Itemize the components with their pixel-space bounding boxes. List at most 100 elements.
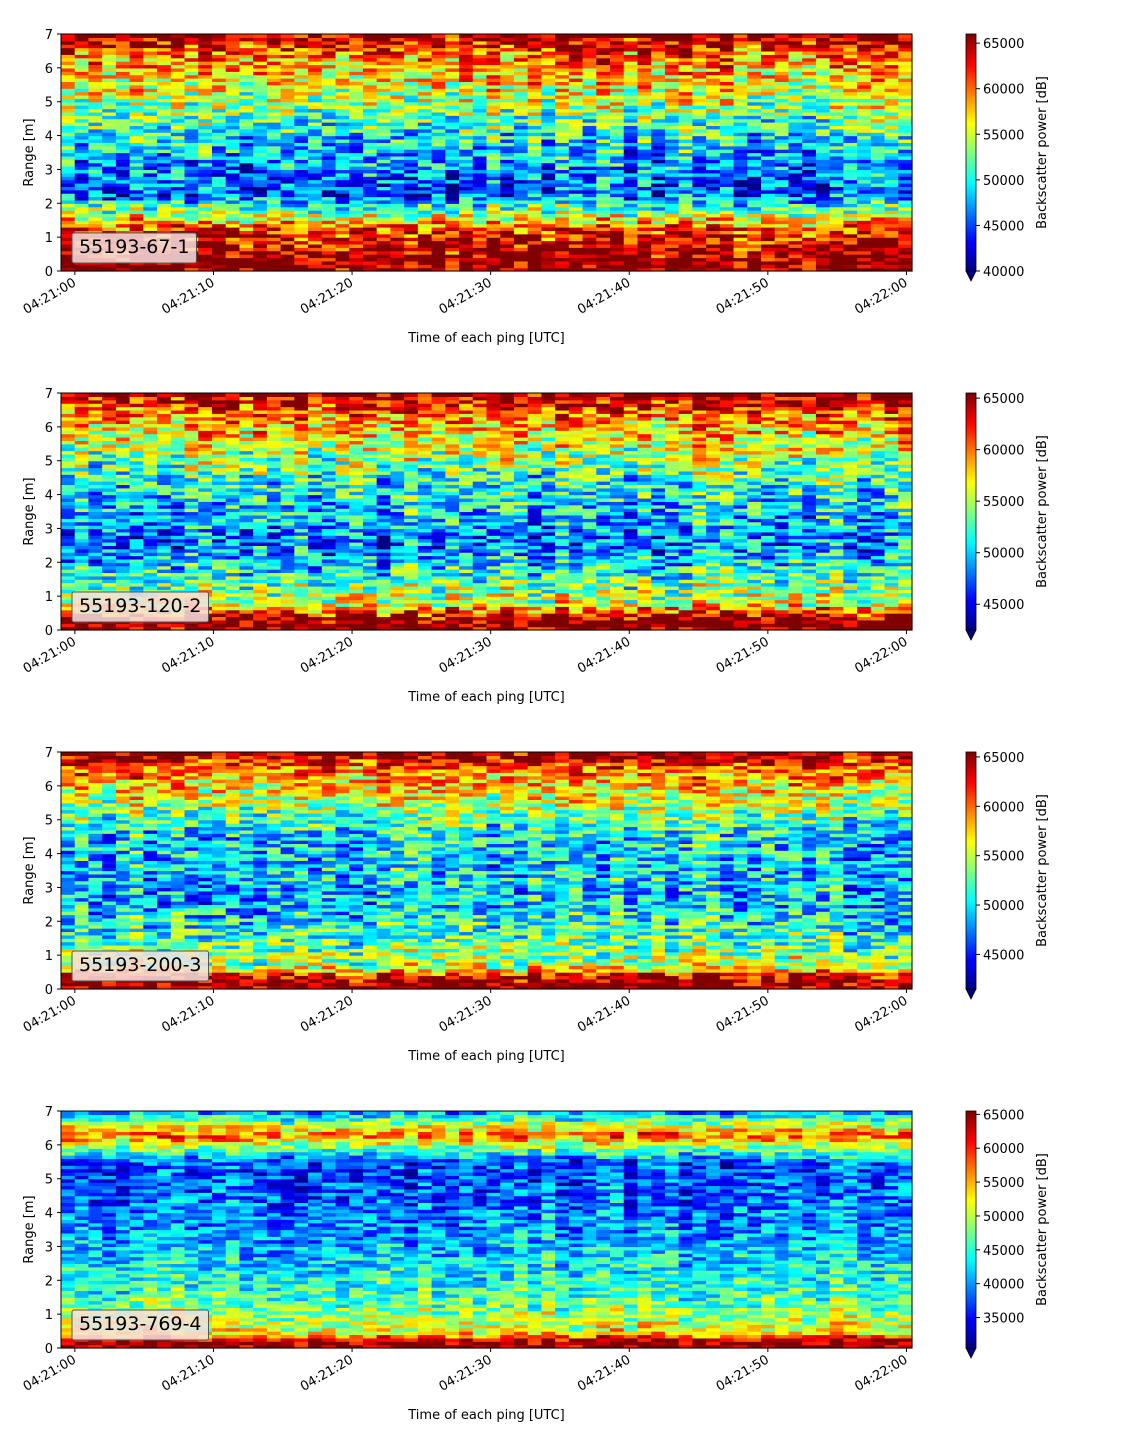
heatmap-cell [376,115,392,120]
heatmap-cell [294,78,309,82]
heatmap-cell [500,57,515,62]
heatmap-cell [829,128,844,133]
heatmap-cell [555,162,570,167]
heatmap-cell [280,243,295,248]
heatmap-cell [898,193,913,198]
heatmap-cell [445,172,460,177]
heatmap-cell [102,575,117,580]
heatmap-cell [541,159,556,164]
heatmap-cell [843,67,858,72]
heatmap-cell [157,61,172,66]
heatmap-cell [335,179,350,184]
heatmap-cell [555,159,570,164]
heatmap-cell [472,128,488,133]
heatmap-cell [857,260,872,265]
heatmap-cell [129,142,144,147]
heatmap-cell [486,230,501,235]
heatmap-cell [404,260,419,265]
heatmap-cell [129,179,144,184]
heatmap-cell [431,210,446,215]
heatmap-cell [472,118,488,123]
heatmap-cell [472,203,488,208]
heatmap-cell [239,210,254,215]
heatmap-cell [61,149,76,154]
heatmap-cell [513,115,529,120]
heatmap-cell [129,135,144,140]
heatmap-cell [513,91,529,96]
heatmap-cell [280,128,295,133]
heatmap-cell [102,416,117,421]
heatmap-cell [664,40,680,45]
heatmap-cell [610,250,625,255]
heatmap-cell [788,176,803,181]
heatmap-cell [678,101,693,106]
heatmap-cell [157,138,172,143]
heatmap-cell [211,84,227,89]
heatmap-cell [719,149,735,154]
heatmap-cell [129,84,144,89]
heatmap-cell [225,237,241,242]
heatmap-cell [651,71,666,76]
heatmap-cell [376,57,392,62]
heatmap-cell [472,142,488,147]
heatmap-cell [431,132,446,137]
heatmap-cell [486,81,501,86]
heatmap-cell [404,61,419,66]
heatmap-cell [445,193,460,198]
heatmap-cell [211,264,227,269]
colorbar-tick-label: 50000 [983,174,1024,189]
heatmap-cell [706,74,721,79]
heatmap-cell [115,138,131,143]
heatmap-cell [115,111,131,116]
heatmap-cell [335,115,350,120]
heatmap-cell [335,155,350,160]
heatmap-cell [170,54,186,59]
heatmap-cell [637,243,652,248]
heatmap-cell [157,264,172,269]
heatmap-cell [541,247,556,252]
heatmap-cell [362,118,378,123]
heatmap-cell [143,145,158,150]
heatmap-cell [486,115,501,120]
heatmap-cell [280,78,295,82]
heatmap-cell [706,155,721,160]
heatmap-cell [664,223,680,228]
heatmap-cell [802,254,817,259]
heatmap-cell [88,409,103,414]
heatmap-cell [719,233,735,238]
heatmap-cell [362,40,378,45]
heatmap-cell [143,474,158,479]
heatmap-cell [774,81,790,86]
heatmap-cell [719,179,735,184]
heatmap-cell [404,250,419,255]
heatmap-cell [568,111,584,116]
heatmap-cell [692,37,707,42]
heatmap-cell [349,155,364,160]
heatmap-cell [582,152,597,157]
heatmap-cell [294,132,309,137]
heatmap-cell [362,37,378,42]
heatmap-cell [335,71,350,76]
heatmap-cell [664,37,680,42]
heatmap-cell [102,518,117,523]
heatmap-cell [115,521,131,526]
heatmap-cell [802,135,817,140]
heatmap-cell [88,149,103,154]
heatmap-cell [500,37,515,42]
heatmap-cell [651,193,666,198]
colorbar-segment [966,142,976,146]
heatmap-cell [884,50,899,55]
heatmap-cell [761,206,776,211]
heatmap-cell [568,138,584,143]
heatmap-cell [733,71,748,76]
heatmap-cell [555,240,570,245]
x-tick-label: 04:21:00 [21,275,79,317]
heatmap-cell [788,179,803,184]
heatmap-cell [596,230,611,235]
heatmap-cell [857,223,872,228]
heatmap-cell [829,172,844,177]
heatmap-cell [280,220,295,225]
heatmap-cell [129,477,144,482]
heatmap-cell [239,216,254,221]
heatmap-cell [61,264,76,269]
